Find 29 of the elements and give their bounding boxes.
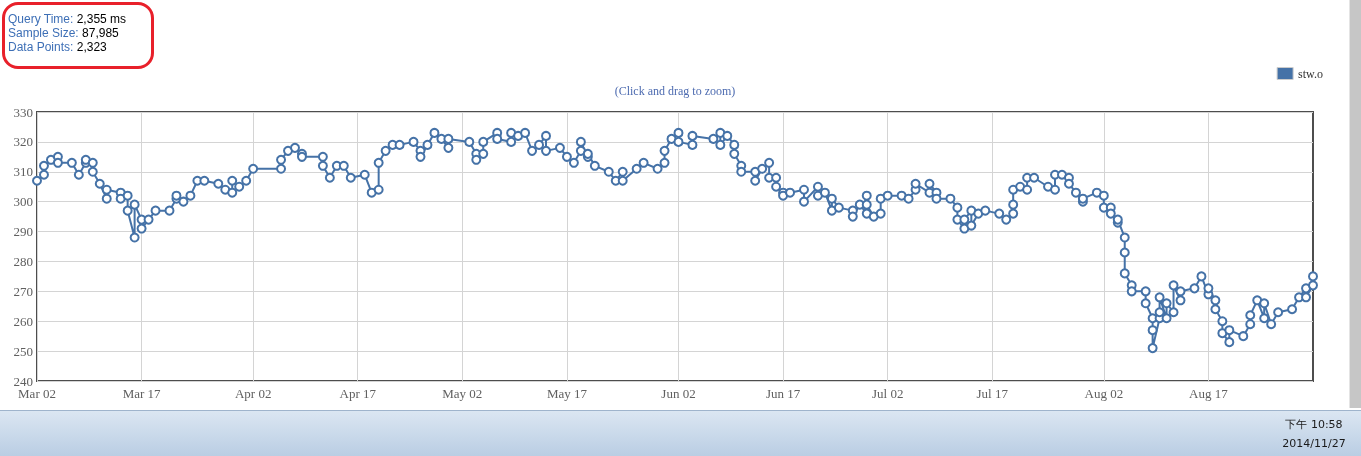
x-tick-label: Mar 02	[18, 386, 56, 401]
y-tick-label: 260	[13, 313, 33, 329]
y-tick-label: 240	[13, 373, 33, 389]
y-tick-label: 250	[13, 343, 33, 359]
y-tick-label: 310	[13, 164, 33, 180]
legend-label: stw.o	[1298, 66, 1323, 81]
text: 2014/11/27	[1282, 437, 1346, 450]
x-tick-label: Jul 02	[871, 386, 904, 401]
x-tick-label: Mar 17	[122, 386, 162, 401]
y-tick-label: 330	[13, 104, 33, 120]
y-tick-label: 300	[13, 194, 33, 210]
x-tick-label: Jun 17	[765, 386, 801, 401]
y-tick-label: 320	[13, 134, 33, 150]
chart-subtitle: (Click and drag to zoom)	[614, 84, 736, 99]
text: Query Time: 2,355 ms	[8, 12, 127, 26]
y-tick-label: 290	[13, 224, 33, 240]
x-tick-label: May 02	[442, 386, 483, 401]
x-tick-label: Aug 02	[1084, 386, 1124, 401]
y-tick-label: 280	[13, 253, 33, 269]
x-tick-label: Apr 17	[339, 386, 377, 401]
text: 下午 10:58	[1285, 418, 1343, 431]
text: Sample Size: 87,985	[8, 26, 119, 40]
x-tick-label: Apr 02	[234, 386, 272, 401]
text: Data Points: 2,323	[8, 40, 107, 54]
x-tick-label: Aug 17	[1189, 386, 1229, 401]
x-tick-label: Jul 17	[976, 386, 1009, 401]
x-tick-label: May 17	[546, 386, 588, 401]
y-tick-label: 270	[13, 283, 33, 299]
x-tick-label: Jun 02	[661, 386, 696, 401]
